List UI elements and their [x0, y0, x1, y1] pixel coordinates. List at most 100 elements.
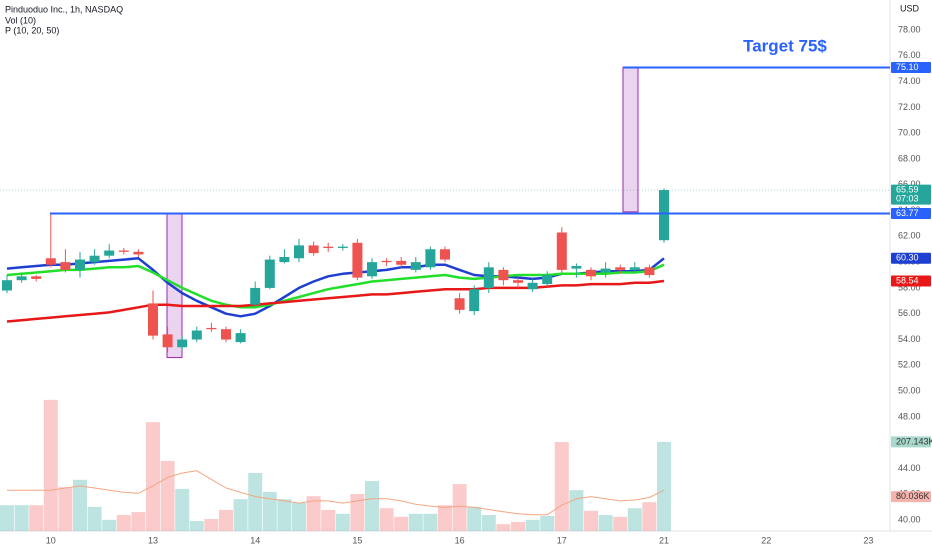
indicator-label: P (10, 20, 50) — [5, 25, 59, 35]
volume-bar — [321, 509, 336, 531]
y-tick-label: 54.00 — [898, 334, 921, 344]
candle-body — [513, 280, 523, 283]
volume-bar — [335, 513, 350, 531]
volume-ma-line — [7, 470, 665, 516]
volume-bar — [146, 422, 160, 531]
volume-bar — [131, 512, 146, 531]
candle-body — [162, 334, 173, 348]
y-tick-label: 66.00 — [898, 179, 921, 189]
x-tick-label: 23 — [863, 535, 873, 545]
volume-bar — [642, 502, 657, 531]
price-label-countdown: 07:03 — [896, 193, 919, 203]
y-tick-label: 40.00 — [898, 514, 921, 524]
volume-bar — [350, 494, 365, 531]
candle-body — [177, 339, 188, 348]
volume-bar — [627, 508, 642, 531]
annotation: Target 75$ — [743, 36, 827, 55]
candle-body — [206, 327, 217, 330]
volume-bar — [584, 510, 598, 531]
y-tick-label: 52.00 — [898, 360, 921, 370]
price-label: 207.143K — [896, 436, 932, 446]
y-tick-label: 74.00 — [898, 76, 921, 86]
axis-unit: USD — [900, 3, 920, 13]
y-tick-label: 72.00 — [898, 102, 921, 112]
volume-bar — [233, 499, 248, 531]
volume-bar — [175, 488, 190, 531]
volume-bar — [248, 472, 263, 531]
candle-body — [133, 251, 144, 255]
volume-bar — [73, 479, 87, 531]
volume-bar — [511, 521, 525, 531]
candle-body — [16, 276, 27, 281]
price-label-box — [891, 61, 931, 73]
y-tick-label: 58.00 — [898, 282, 921, 292]
price-label: 60.30 — [896, 253, 919, 263]
volume-bar — [116, 515, 131, 531]
x-tick-label: 13 — [148, 535, 158, 545]
y-tick-label: 50.00 — [898, 385, 921, 395]
volume-bar — [613, 516, 628, 531]
candle-body — [367, 262, 377, 277]
chart-title: Pinduoduo Inc., 1h, NASDAQ — [5, 4, 123, 14]
volume-bar — [525, 519, 540, 531]
price-label: 58.54 — [896, 275, 919, 285]
candle-body — [644, 267, 655, 276]
candle-body — [235, 333, 246, 343]
candle-body — [2, 280, 12, 291]
candle-body — [352, 242, 363, 278]
x-tick-label: 14 — [250, 535, 260, 545]
candle-body — [279, 256, 290, 263]
price-label-box — [891, 275, 931, 287]
candle-body — [659, 190, 669, 241]
volume-bar — [0, 505, 14, 531]
volume-bar — [204, 518, 219, 531]
volume-bar — [189, 521, 204, 531]
candle-body — [440, 249, 450, 260]
x-tick-label: 22 — [761, 535, 771, 545]
price-label-box — [891, 252, 931, 264]
candle-body — [221, 329, 231, 340]
volume-bar — [423, 513, 438, 531]
volume-bar — [540, 515, 555, 531]
candle-body — [148, 303, 158, 336]
y-tick-label: 76.00 — [898, 50, 921, 60]
x-tick-label: 17 — [557, 535, 567, 545]
volume-bar — [277, 499, 292, 531]
x-tick-label: 21 — [659, 535, 669, 545]
volume-bar — [379, 508, 394, 531]
y-tick-label: 68.00 — [898, 153, 921, 163]
indicator-label: Vol (10) — [5, 15, 36, 25]
volume-bar — [160, 460, 175, 531]
volume-bar — [481, 515, 496, 531]
candle-body — [264, 259, 275, 288]
candle-body — [629, 267, 640, 270]
price-label: 65.59 — [896, 184, 919, 194]
price-label-box — [891, 436, 931, 448]
candle-body — [337, 246, 348, 248]
y-tick-label: 70.00 — [898, 128, 921, 138]
candle-body — [75, 259, 85, 270]
volume-bar — [452, 484, 467, 531]
candle-body — [308, 245, 319, 254]
volume-bar — [262, 491, 277, 531]
volume-bar — [365, 481, 379, 531]
candle-body — [104, 250, 115, 256]
candle-body — [31, 276, 42, 279]
candle-body — [498, 269, 509, 281]
volume-bar — [657, 441, 671, 531]
volume-bar — [14, 505, 29, 531]
candle-body — [586, 269, 596, 277]
volume-bar — [408, 513, 423, 531]
volume-bar — [219, 509, 233, 531]
volume-bar — [102, 519, 117, 531]
candle-body — [410, 262, 421, 270]
candle-body — [542, 275, 553, 285]
price-label: 75.10 — [896, 62, 919, 72]
y-tick-label: 44.00 — [898, 463, 921, 473]
volume-bar — [394, 516, 409, 531]
candle-body — [571, 266, 582, 269]
price-label-box — [891, 491, 931, 503]
candle-body — [323, 246, 334, 248]
